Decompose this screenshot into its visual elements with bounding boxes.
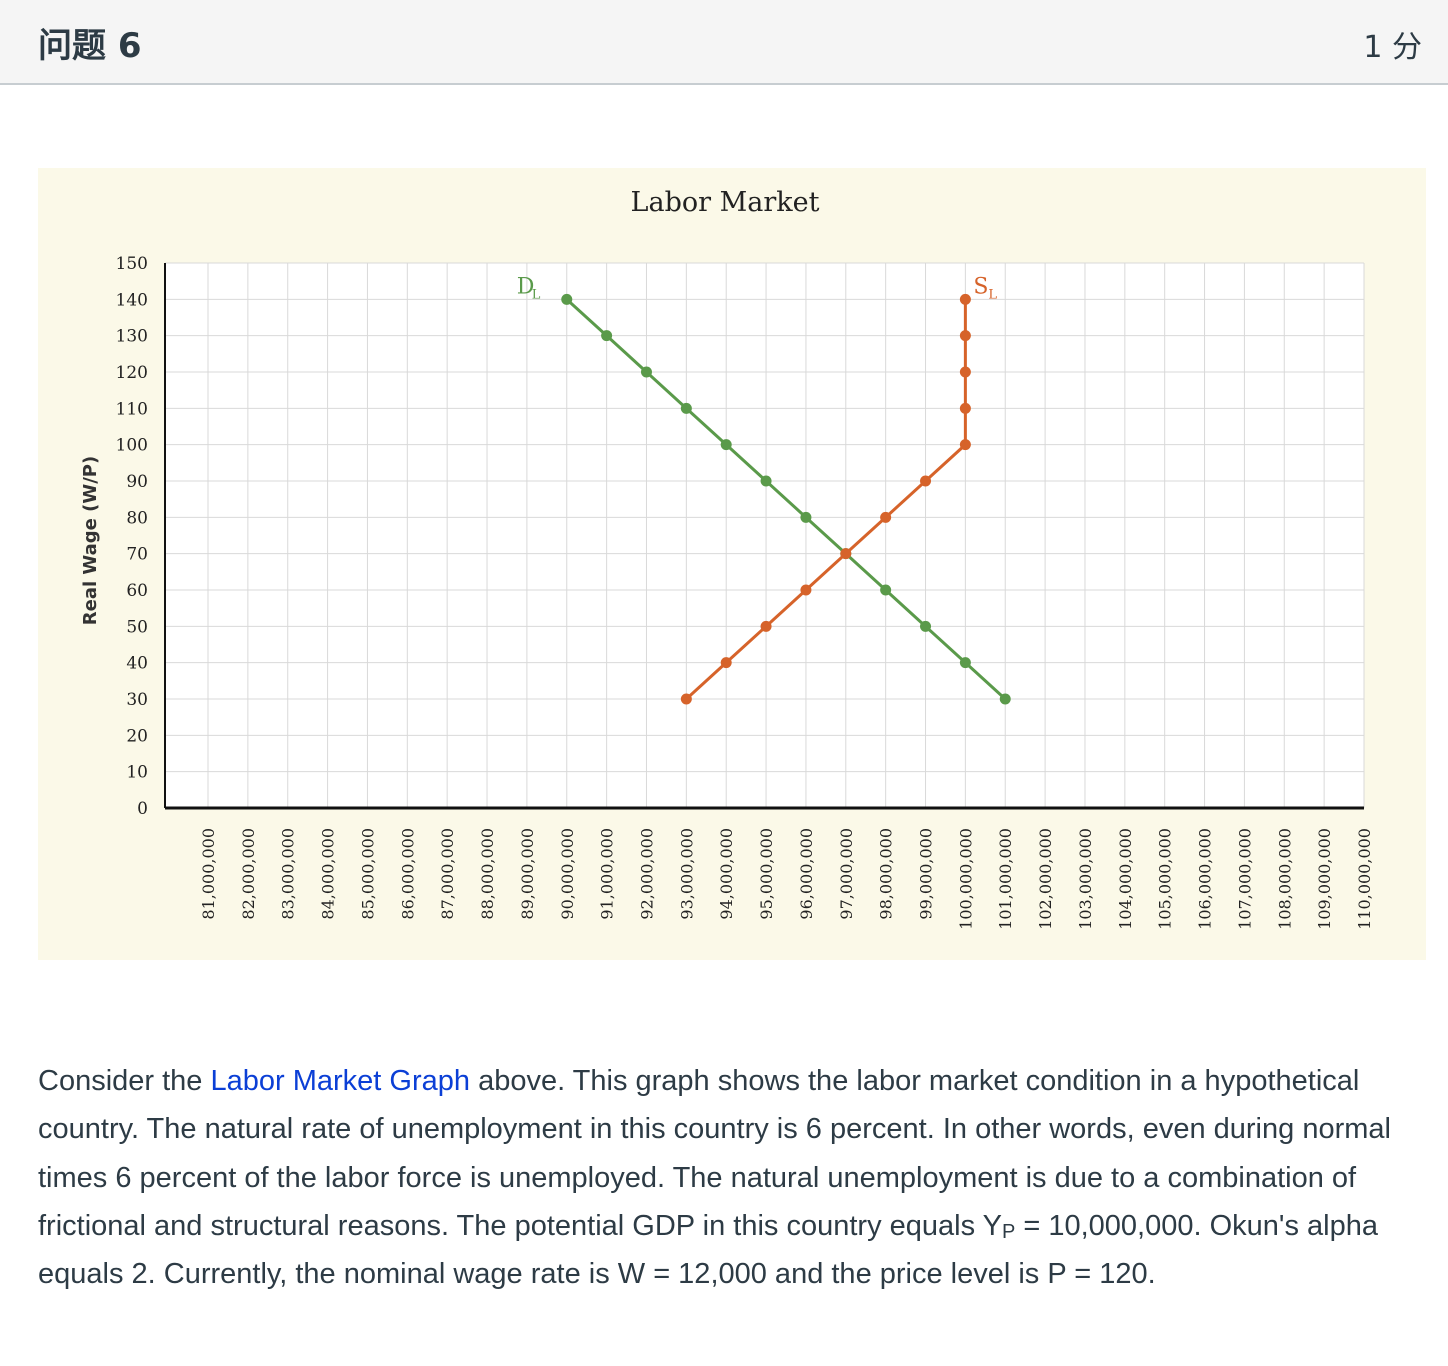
data-point-d	[920, 620, 932, 632]
y-tick-label: 30	[126, 690, 148, 710]
x-tick-label: 98,000,000	[877, 828, 896, 920]
x-tick-label: 90,000,000	[558, 828, 577, 920]
x-tick-label: 108,000,000	[1275, 828, 1294, 930]
data-point-s	[959, 439, 971, 451]
data-point-d	[800, 511, 812, 523]
data-point-s	[959, 293, 971, 305]
x-tick-label: 93,000,000	[677, 828, 696, 920]
x-tick-label: 95,000,000	[757, 828, 776, 920]
data-point-d	[561, 293, 573, 305]
x-tick-label: 82,000,000	[239, 828, 258, 920]
x-tick-label: 109,000,000	[1315, 828, 1334, 930]
x-tick-label: 100,000,000	[956, 828, 975, 930]
series-line-d	[565, 298, 1007, 701]
series-label-d: D	[517, 274, 535, 299]
y-tick-label: 0	[137, 799, 148, 819]
x-tick-label: 88,000,000	[478, 828, 497, 920]
data-point-d	[680, 402, 692, 414]
x-tick-label: 106,000,000	[1196, 828, 1215, 930]
x-tick-label: 110,000,000	[1355, 828, 1374, 930]
data-point-s	[959, 366, 971, 378]
x-tick-label: 101,000,000	[996, 828, 1015, 930]
x-tick-label: 107,000,000	[1235, 828, 1254, 930]
series-line-s	[685, 299, 967, 701]
y-tick-label: 70	[126, 545, 148, 565]
chart-svg: Labor Market 0 10 20 30 40 50 60 70 80 90 100 110 120…	[38, 168, 1426, 960]
y-tick-label: 20	[126, 726, 148, 746]
question-title: 问题 6	[38, 26, 142, 66]
data-point-s	[680, 693, 692, 705]
question-text-part-3: = 10,000,000. Okun's alpha equals 2. Cur…	[38, 1209, 1378, 1291]
x-tick-label: 99,000,000	[917, 828, 936, 920]
y-tick-label: 60	[126, 581, 148, 601]
potential-gdp-subscript: P	[1001, 1220, 1016, 1243]
x-tick-label: 102,000,000	[1036, 828, 1055, 930]
plot-area	[165, 263, 1364, 808]
y-tick-label: 120	[116, 363, 148, 383]
x-tick-label: 86,000,000	[398, 828, 417, 920]
labor-market-graph-link[interactable]: Labor Market Graph	[210, 1065, 471, 1097]
labor-market-chart: Labor Market 0 10 20 30 40 50 60 70 80 90 100 110 120…	[38, 168, 1426, 960]
data-point-d	[601, 330, 613, 342]
x-tick-label: 92,000,000	[637, 828, 656, 920]
data-point-d	[720, 439, 732, 451]
y-axis-label: Real Wage (W/P)	[80, 456, 101, 625]
x-tick-label: 105,000,000	[1156, 828, 1175, 930]
question-points: 1 分	[1363, 30, 1422, 65]
y-tick-label: 40	[126, 654, 148, 674]
data-point-d	[880, 584, 892, 596]
data-point-s	[720, 657, 732, 669]
question-text-part-2: above. This graph shows the labor market…	[38, 1065, 1391, 1242]
x-tick-label: 96,000,000	[797, 828, 816, 920]
chart-title: Labor Market	[631, 187, 820, 218]
y-tick-label: 100	[116, 436, 148, 456]
question-header: 问题 6 1 分	[0, 0, 1448, 85]
y-tick-label: 50	[126, 617, 148, 637]
data-point-s	[760, 620, 772, 632]
y-tick-label: 150	[116, 254, 148, 274]
y-tick-label: 80	[126, 508, 148, 528]
data-point-d	[760, 475, 772, 487]
x-tick-label: 103,000,000	[1076, 828, 1095, 930]
x-tick-label: 89,000,000	[518, 828, 537, 920]
data-point-s	[959, 330, 971, 342]
y-tick-label: 110	[116, 399, 148, 419]
series-label-s: S	[973, 274, 988, 299]
y-tick-label: 10	[126, 763, 148, 783]
y-tick-label: 130	[116, 327, 148, 347]
series-label-sub: L	[532, 287, 541, 302]
question-text: Consider the Labor Market Graph above. T…	[38, 1057, 1418, 1298]
x-tick-label: 91,000,000	[598, 828, 617, 920]
data-point-s	[800, 584, 812, 596]
x-tick-label: 104,000,000	[1116, 828, 1135, 930]
x-tick-label: 83,000,000	[279, 828, 298, 920]
x-tick-label: 84,000,000	[319, 828, 338, 920]
x-tick-label: 87,000,000	[438, 828, 457, 920]
data-point-s	[880, 511, 892, 523]
x-tick-label: 97,000,000	[837, 828, 856, 920]
y-tick-label: 90	[126, 472, 148, 492]
series-label-sub: L	[988, 287, 997, 302]
x-tick-label: 81,000,000	[199, 828, 218, 920]
question-text-part-1: Consider the	[38, 1065, 211, 1097]
x-tick-label: 85,000,000	[358, 828, 377, 920]
x-tick-label: 94,000,000	[717, 828, 736, 920]
data-point-d	[999, 693, 1011, 705]
data-point-s	[840, 548, 852, 560]
y-tick-label: 140	[116, 290, 148, 310]
data-point-s	[920, 475, 932, 487]
data-point-d	[640, 366, 652, 378]
data-point-s	[959, 402, 971, 414]
data-point-d	[959, 657, 971, 669]
